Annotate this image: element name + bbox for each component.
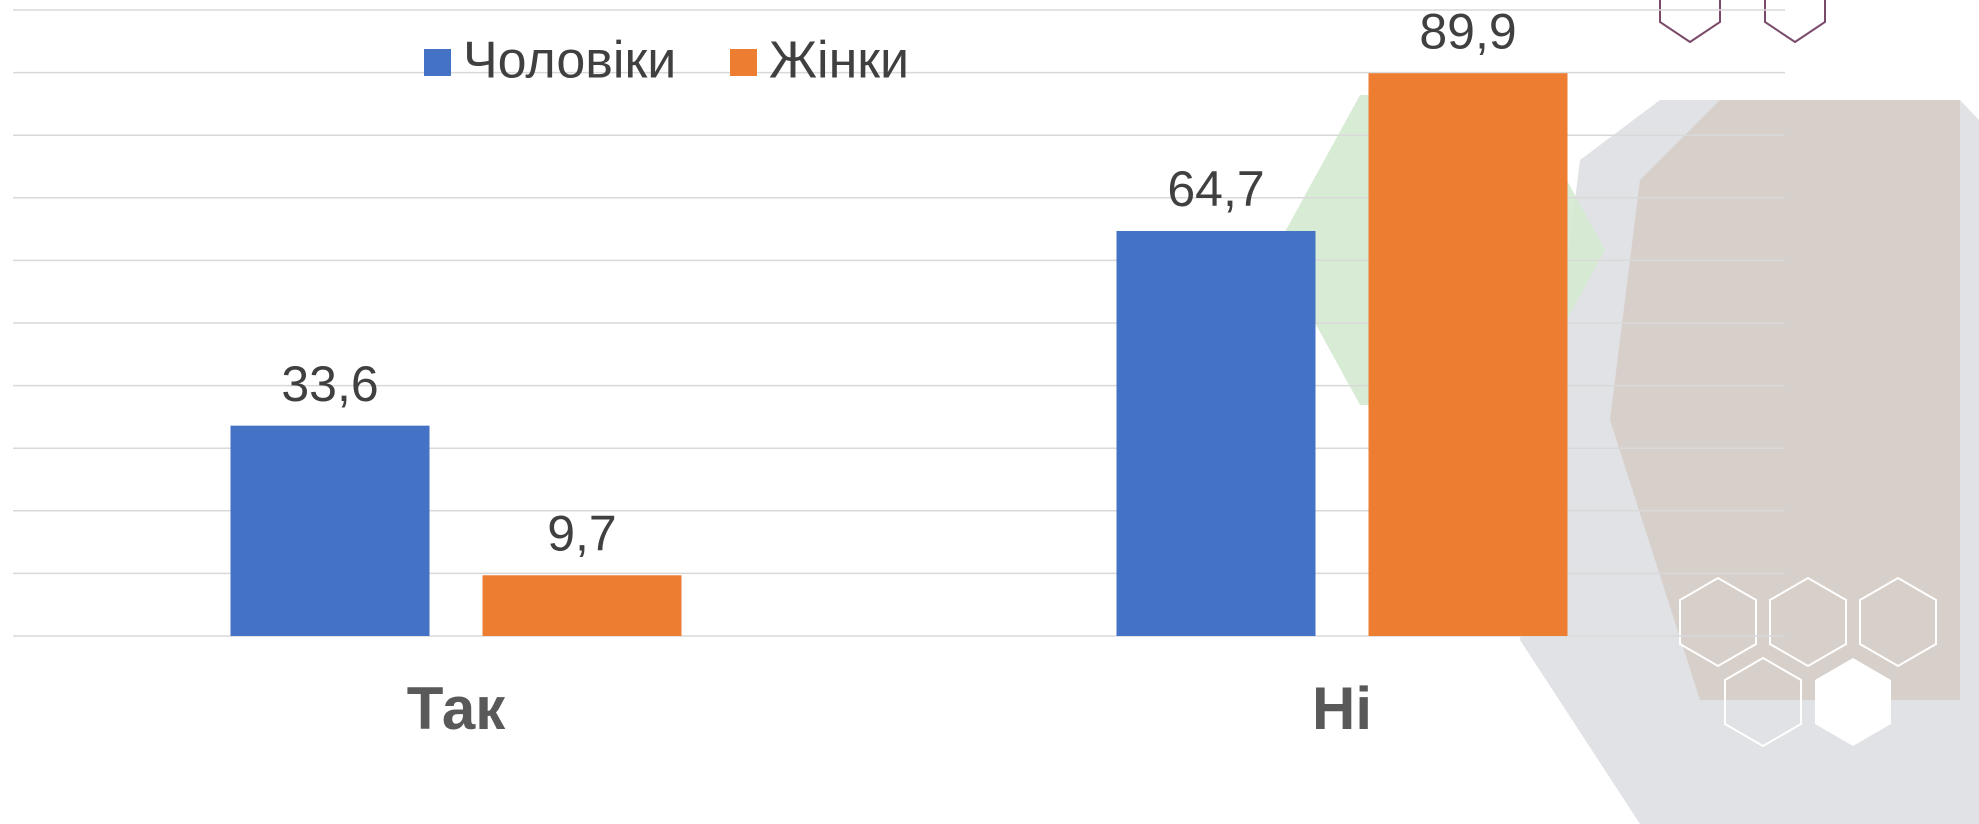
- x-tick-label: Ні: [1312, 675, 1372, 742]
- data-label: 33,6: [281, 356, 378, 412]
- bar: [1368, 73, 1568, 636]
- legend-swatch: [730, 49, 757, 76]
- background-decoration: [1275, 0, 1979, 824]
- legend-label: Чоловіки: [463, 32, 676, 90]
- bar: [482, 575, 682, 636]
- x-tick-label: Так: [407, 675, 507, 742]
- legend-label: Жінки: [769, 32, 909, 90]
- data-label: 64,7: [1167, 161, 1264, 217]
- bar: [1116, 230, 1316, 636]
- legend-swatch: [424, 49, 451, 76]
- data-label: 9,7: [547, 505, 617, 561]
- data-label: 89,9: [1419, 3, 1516, 59]
- bar: [230, 425, 430, 636]
